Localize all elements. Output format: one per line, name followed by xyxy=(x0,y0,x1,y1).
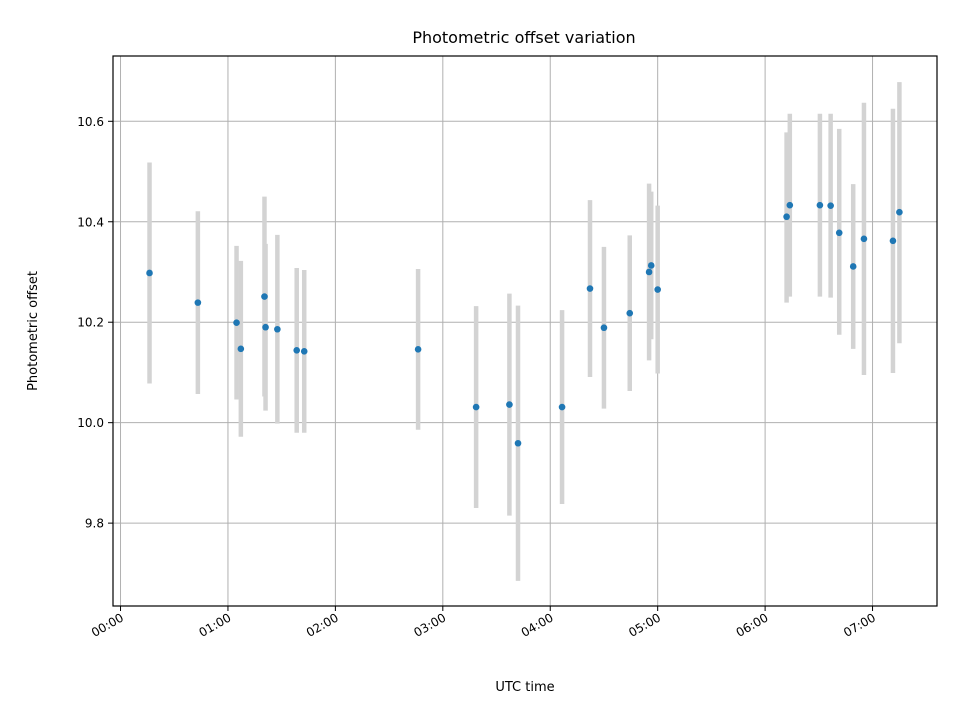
x-tick-label: 06:00 xyxy=(734,610,771,639)
data-point xyxy=(237,345,245,353)
data-point xyxy=(786,201,794,209)
data-point xyxy=(514,439,522,447)
data-point xyxy=(300,348,308,355)
data-point xyxy=(835,229,843,237)
data-point xyxy=(645,268,653,276)
y-tick-label: 10.6 xyxy=(77,115,104,129)
y-axis: 9.8 10.0 10.2 10.4 10.6 xyxy=(77,115,113,531)
data-point xyxy=(233,319,240,327)
data-point xyxy=(558,403,566,411)
data-point xyxy=(783,213,790,221)
y-tick-label: 10.0 xyxy=(77,416,104,430)
data-point xyxy=(896,208,903,216)
data-point xyxy=(586,285,594,292)
data-point xyxy=(472,403,480,411)
data-point xyxy=(293,347,301,354)
x-tick-label: 04:00 xyxy=(519,610,556,639)
data-point xyxy=(889,237,897,245)
data-point xyxy=(146,269,153,277)
x-tick-label: 01:00 xyxy=(196,610,233,639)
data-point xyxy=(827,202,834,209)
x-axis-label: UTC time xyxy=(495,680,554,695)
data-point xyxy=(600,324,608,332)
data-point xyxy=(194,299,202,306)
x-tick-label: 03:00 xyxy=(411,610,448,639)
data-point xyxy=(647,262,655,269)
error-bars xyxy=(147,82,902,581)
x-tick-label: 00:00 xyxy=(89,610,126,639)
data-points xyxy=(146,201,903,447)
data-point xyxy=(414,346,422,353)
plot-frame xyxy=(112,55,938,607)
data-point xyxy=(506,401,513,408)
data-point xyxy=(816,201,824,209)
data-point xyxy=(849,263,857,270)
data-point xyxy=(262,323,269,331)
data-point xyxy=(860,235,868,243)
data-point xyxy=(654,286,661,293)
x-axis: 00:00 01:00 02:00 03:00 04:00 05:00 06:00 07:00 xyxy=(89,606,878,640)
data-point xyxy=(626,309,634,317)
y-tick-label: 10.4 xyxy=(77,215,104,229)
y-axis-label: Photometric offset xyxy=(26,271,41,391)
data-point xyxy=(261,293,268,300)
x-tick-label: 07:00 xyxy=(841,610,878,639)
x-tick-label: 05:00 xyxy=(626,610,663,639)
chart-title: Photometric offset variation xyxy=(412,28,635,47)
y-tick-label: 10.2 xyxy=(77,316,104,330)
data-point xyxy=(274,325,281,333)
x-tick-label: 02:00 xyxy=(304,610,341,639)
y-tick-label: 9.8 xyxy=(85,517,104,531)
